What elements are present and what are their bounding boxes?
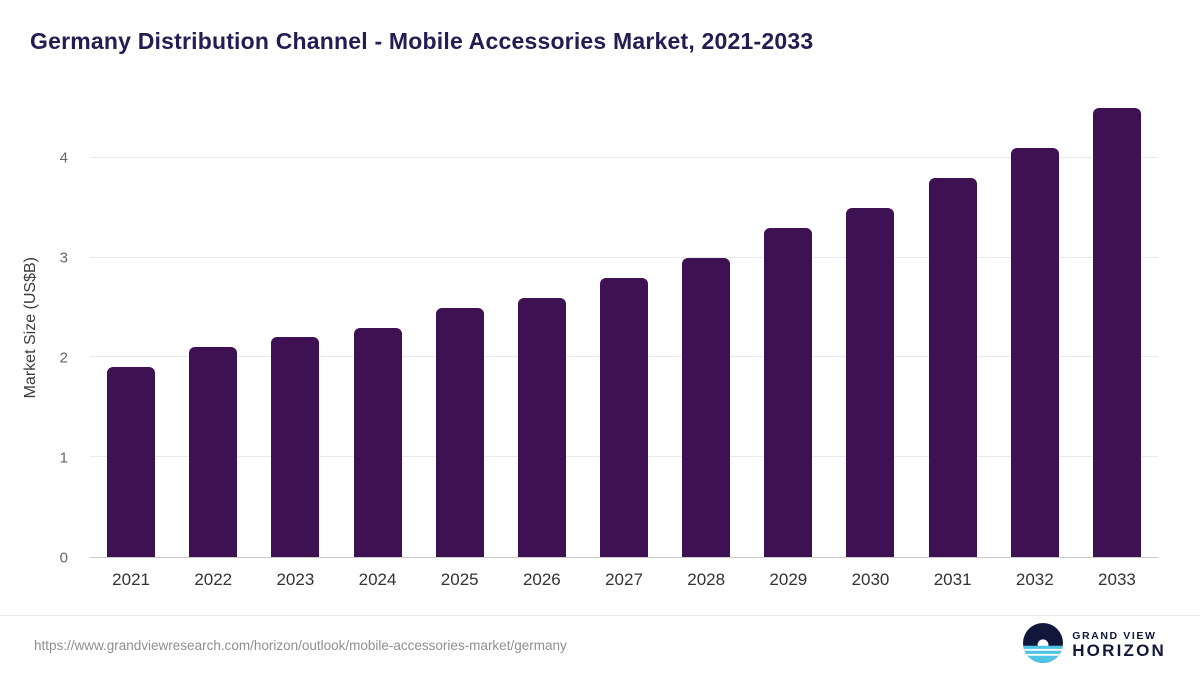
bar: [189, 347, 238, 557]
x-tick-label: 2025: [440, 570, 479, 589]
bar-column: [665, 98, 747, 557]
bar: [353, 327, 402, 557]
x-axis-labels: 2021 2022 2023 2024 2025 2026 2027 2028 2029 2030…: [90, 562, 1158, 590]
gridline: [90, 156, 1158, 158]
bar-chart: [90, 98, 1158, 558]
bar: [435, 307, 484, 557]
bar-column: [419, 98, 501, 557]
bar: [107, 367, 156, 557]
x-tick-label: 2033: [1098, 570, 1136, 589]
bar-column: [994, 98, 1076, 557]
y-tick-label: 0: [59, 549, 68, 567]
bar-column: [172, 98, 254, 557]
x-tick-label: 2031: [933, 570, 972, 589]
bar-column: [1076, 98, 1158, 557]
footer: https://www.grandviewresearch.com/horizo…: [0, 615, 1200, 675]
x-tick-label: 2032: [1015, 570, 1054, 589]
gridline: [90, 256, 1158, 258]
logo-text-top: GRAND VIEW: [1072, 630, 1157, 643]
y-tick-label: 2: [59, 349, 68, 367]
bar: [1092, 107, 1141, 557]
x-tick-label: 2024: [358, 570, 397, 589]
bar: [682, 257, 731, 557]
bar-column: [583, 98, 665, 557]
x-tick-label: 2028: [687, 570, 726, 589]
bar-column: [90, 98, 172, 557]
horizon-logo-icon: [1023, 623, 1064, 668]
bar-column: [829, 98, 911, 557]
bars-container: [90, 98, 1158, 557]
x-tick-label: 2027: [605, 570, 643, 589]
grand-view-horizon-logo: GRAND VIEW HORIZON: [1023, 623, 1166, 668]
x-tick-label: 2022: [194, 570, 233, 589]
bar: [600, 277, 649, 557]
bar-column: [912, 98, 994, 557]
bar-column: [747, 98, 829, 557]
y-tick-label: 1: [59, 449, 68, 467]
plot-area: [90, 98, 1158, 558]
bar: [928, 177, 977, 557]
logo-text: GRAND VIEW HORIZON: [1072, 631, 1166, 660]
logo-text-bottom: HORIZON: [1072, 641, 1166, 661]
x-tick-label: 2021: [112, 570, 150, 589]
y-axis-ticks: 0 1 2 3 4: [0, 98, 80, 567]
x-tick-label: 2023: [276, 570, 315, 589]
bar: [1010, 147, 1059, 557]
bar: [271, 337, 320, 557]
x-tick-label: 2030: [851, 570, 890, 589]
bar: [846, 207, 895, 557]
y-tick-label: 4: [59, 149, 68, 167]
bar-column: [254, 98, 336, 557]
x-tick-label: 2026: [522, 570, 561, 589]
bar: [764, 227, 813, 557]
x-tick-label: 2029: [769, 570, 808, 589]
bar: [517, 297, 566, 557]
chart-title: Germany Distribution Channel - Mobile Ac…: [30, 28, 814, 54]
y-tick-label: 3: [59, 249, 68, 267]
source-url: https://www.grandviewresearch.com/horizo…: [34, 638, 567, 653]
bar-column: [501, 98, 583, 557]
bar-column: [336, 98, 418, 557]
